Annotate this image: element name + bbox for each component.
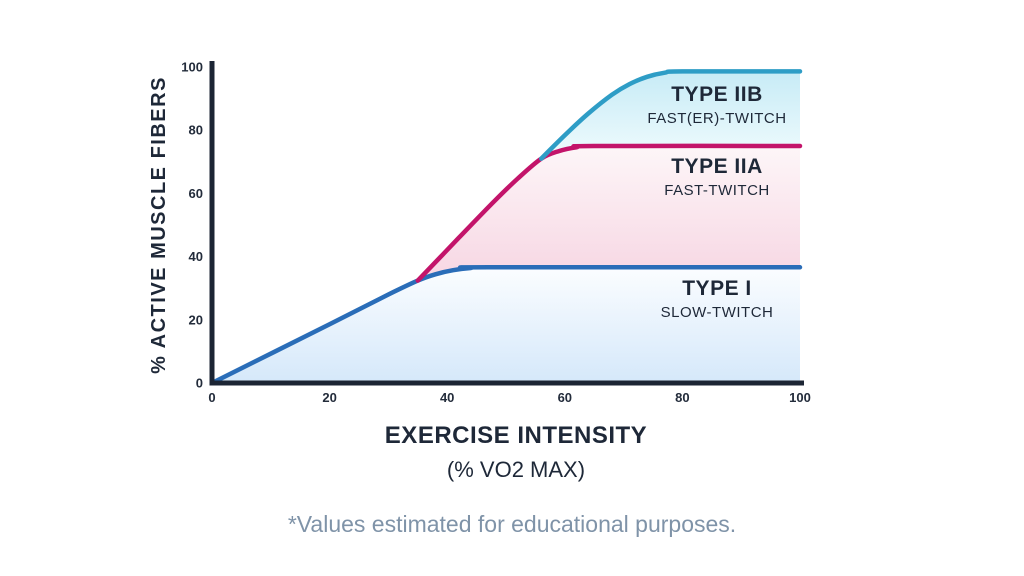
x-tick-label: 40 [440,390,454,405]
type-iib-title: TYPE IIB [671,83,763,106]
y-tick-label: 80 [189,123,203,138]
area-label-type-iib: TYPE IIB FAST(ER)-TWITCH [607,83,827,127]
type-iia-subtitle: FAST-TWITCH [664,182,770,199]
x-axis-title-block: EXERCISE INTENSITY (% VO2 MAX) [316,422,716,483]
y-tick-label: 60 [189,186,203,201]
x-axis-subtitle: (% VO2 MAX) [446,457,586,482]
area-type-iib [541,71,800,159]
x-tick-label: 80 [675,390,689,405]
y-tick-label: 0 [196,376,203,391]
footnote: *Values estimated for educational purpos… [287,511,737,537]
y-tick-label: 100 [181,60,203,75]
area-fills [212,71,800,383]
line-type-iib [539,69,803,161]
area-type-iia [417,145,800,281]
area-label-type-i: TYPE I SLOW-TWITCH [607,277,827,321]
type-i-title: TYPE I [682,277,752,300]
area-label-type-iia: TYPE IIA FAST-TWITCH [607,155,827,199]
y-tick-labels: 0 20 40 60 80 100 [181,60,203,391]
type-iia-title: TYPE IIA [671,155,763,178]
y-axis-title: % ACTIVE MUSCLE FIBERS [148,76,170,374]
y-tick-label: 40 [189,249,203,264]
series-lines [209,69,803,386]
y-tick-label: 20 [189,312,203,327]
x-tick-label: 0 [208,390,215,405]
area-type-i [212,267,800,383]
x-tick-label: 100 [789,390,811,405]
x-tick-label: 60 [558,390,572,405]
x-axis-title: EXERCISE INTENSITY [384,422,648,449]
type-iib-subtitle: FAST(ER)-TWITCH [647,110,787,127]
line-type-i [209,265,803,386]
x-tick-labels: 0 20 40 60 80 100 [208,390,810,405]
x-tick-label: 20 [322,390,336,405]
type-i-subtitle: SLOW-TWITCH [660,304,774,321]
